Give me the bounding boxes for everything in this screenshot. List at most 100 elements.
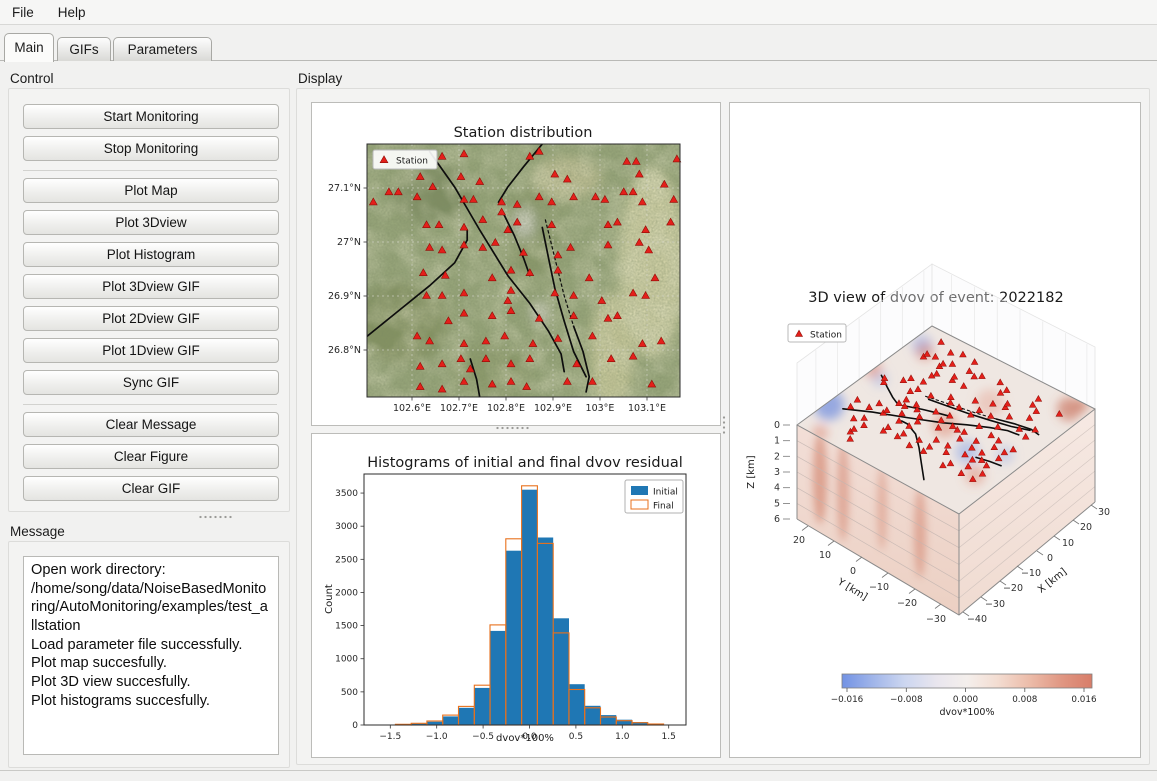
svg-text:−10: −10 xyxy=(1021,568,1041,579)
station-map-figure: Station distribution xyxy=(311,102,721,426)
svg-text:0.008: 0.008 xyxy=(1012,695,1037,705)
plot-3dview-button[interactable]: Plot 3Dview xyxy=(23,210,279,235)
map-border xyxy=(366,143,681,398)
legend-initial-label: Initial xyxy=(653,488,678,498)
svg-text:0.016: 0.016 xyxy=(1071,695,1097,705)
y-axis: 20 10 0 −10 −20 −30 xyxy=(793,525,946,625)
histogram-title: Histograms of initial and final dvov res… xyxy=(367,455,683,471)
svg-text:3500: 3500 xyxy=(335,489,358,499)
svg-text:6: 6 xyxy=(774,514,780,525)
svg-text:27°N: 27°N xyxy=(337,237,361,248)
axes-back-panes xyxy=(796,263,1096,426)
svg-text:0: 0 xyxy=(352,721,358,731)
map-y-axis: 27.1°N 27°N 26.9°N 26.8°N xyxy=(328,183,367,356)
display-panel: Station distribution xyxy=(296,88,1150,765)
message-section-label: Message xyxy=(10,524,65,539)
histogram-x-axis: −1.5 −1.0 −0.5 0.0 0.5 1.0 1.5 xyxy=(379,725,676,742)
svg-text:26.9°N: 26.9°N xyxy=(328,291,361,302)
svg-text:1500: 1500 xyxy=(335,622,358,632)
separator xyxy=(23,404,277,405)
svg-text:1.0: 1.0 xyxy=(615,732,630,742)
start-monitoring-button[interactable]: Start Monitoring xyxy=(23,104,279,129)
svg-text:0.000: 0.000 xyxy=(953,695,979,705)
svg-text:2: 2 xyxy=(774,451,780,462)
svg-text:500: 500 xyxy=(341,688,358,698)
legend-station-label: Station xyxy=(396,157,428,167)
plot-3dview-gif-button[interactable]: Plot 3Dview GIF xyxy=(23,274,279,299)
station-markers xyxy=(368,146,682,393)
svg-text:−1.5: −1.5 xyxy=(379,732,401,742)
svg-text:−0.008: −0.008 xyxy=(890,695,923,705)
pane-resize-handle[interactable] xyxy=(722,415,726,435)
svg-text:102.8°E: 102.8°E xyxy=(487,403,525,414)
z-axis: 0 1 2 3 4 5 6 xyxy=(774,420,790,525)
svg-text:27.1°N: 27.1°N xyxy=(328,183,361,194)
message-panel: Open work directory: /home/song/data/Noi… xyxy=(8,541,290,768)
legend-station-marker-icon xyxy=(794,329,804,337)
svg-text:30: 30 xyxy=(1098,507,1110,518)
pane-resize-handle[interactable] xyxy=(198,515,232,519)
cube-top-face xyxy=(797,326,1095,514)
map-x-axis: 102.6°E 102.7°E 102.8°E 102.9°E 103°E 103.1°E xyxy=(393,397,666,414)
plot-1dview-gif-button[interactable]: Plot 1Dview GIF xyxy=(23,338,279,363)
cube-side-faces xyxy=(796,409,1096,615)
pane-resize-handle[interactable] xyxy=(495,426,529,430)
tabbar-divider xyxy=(0,60,1157,61)
svg-text:−20: −20 xyxy=(1003,583,1023,594)
histogram-legend: Initial Final xyxy=(624,479,684,514)
message-log[interactable]: Open work directory: /home/song/data/Noi… xyxy=(23,556,279,755)
map-gridlines xyxy=(367,144,680,397)
tab-main[interactable]: Main xyxy=(4,33,54,62)
plot-2dview-gif-button[interactable]: Plot 2Dview GIF xyxy=(23,306,279,331)
plot-histogram-button[interactable]: Plot Histogram xyxy=(23,242,279,267)
clear-message-button[interactable]: Clear Message xyxy=(23,412,279,437)
histogram-ylabel: Count xyxy=(324,584,335,614)
station-markers-3d xyxy=(846,338,1064,482)
legend-initial-swatch xyxy=(631,486,648,495)
plot-map-button[interactable]: Plot Map xyxy=(23,178,279,203)
menu-file[interactable]: File xyxy=(12,4,34,20)
svg-text:−20: −20 xyxy=(897,598,917,609)
x-axis: 30 20 10 0 −10 −20 −30 −40 xyxy=(962,504,1110,625)
svg-text:2500: 2500 xyxy=(335,555,358,565)
control-panel: Start Monitoring Stop Monitoring Plot Ma… xyxy=(8,88,290,512)
svg-text:26.8°N: 26.8°N xyxy=(328,345,361,356)
clear-gif-button[interactable]: Clear GIF xyxy=(23,476,279,501)
svg-text:20: 20 xyxy=(1080,522,1092,533)
svg-text:2000: 2000 xyxy=(335,588,358,598)
svg-text:0: 0 xyxy=(774,420,780,431)
svg-text:0.0: 0.0 xyxy=(522,732,537,742)
svg-text:1.5: 1.5 xyxy=(662,732,676,742)
legend-final-swatch xyxy=(630,499,649,510)
tab-gifs[interactable]: GIFs xyxy=(57,37,111,61)
display-section-label: Display xyxy=(298,71,343,86)
map-legend: Station xyxy=(372,149,438,170)
menu-help[interactable]: Help xyxy=(57,4,86,20)
legend-station-marker-icon xyxy=(379,155,389,163)
fault-lines xyxy=(367,144,591,397)
histogram-figure: Histograms of initial and final dvov res… xyxy=(311,433,721,758)
svg-text:−0.5: −0.5 xyxy=(472,732,494,742)
tab-parameters[interactable]: Parameters xyxy=(113,37,212,61)
control-section-label: Control xyxy=(10,71,54,86)
svg-text:1000: 1000 xyxy=(335,655,358,665)
svg-text:4: 4 xyxy=(774,483,780,494)
view3d-figure: 3D view of dvov of event: 2022182 xyxy=(729,102,1141,758)
svg-text:10: 10 xyxy=(1062,538,1074,549)
svg-text:3000: 3000 xyxy=(335,522,358,532)
svg-text:−40: −40 xyxy=(967,614,987,625)
svg-text:102.9°E: 102.9°E xyxy=(534,403,572,414)
terrain-basemap xyxy=(367,144,680,397)
y-axis-label: Y [km] xyxy=(835,576,870,603)
menubar: File Help xyxy=(0,0,1157,25)
svg-text:−0.016: −0.016 xyxy=(831,695,864,705)
svg-text:−10: −10 xyxy=(869,582,889,593)
stop-monitoring-button[interactable]: Stop Monitoring xyxy=(23,136,279,161)
clear-figure-button[interactable]: Clear Figure xyxy=(23,444,279,469)
histogram-bars xyxy=(394,485,665,726)
svg-text:0.5: 0.5 xyxy=(569,732,583,742)
svg-text:103°E: 103°E xyxy=(586,403,615,414)
sync-gif-button[interactable]: Sync GIF xyxy=(23,370,279,395)
svg-text:5: 5 xyxy=(774,498,780,509)
svg-text:−30: −30 xyxy=(985,599,1005,610)
